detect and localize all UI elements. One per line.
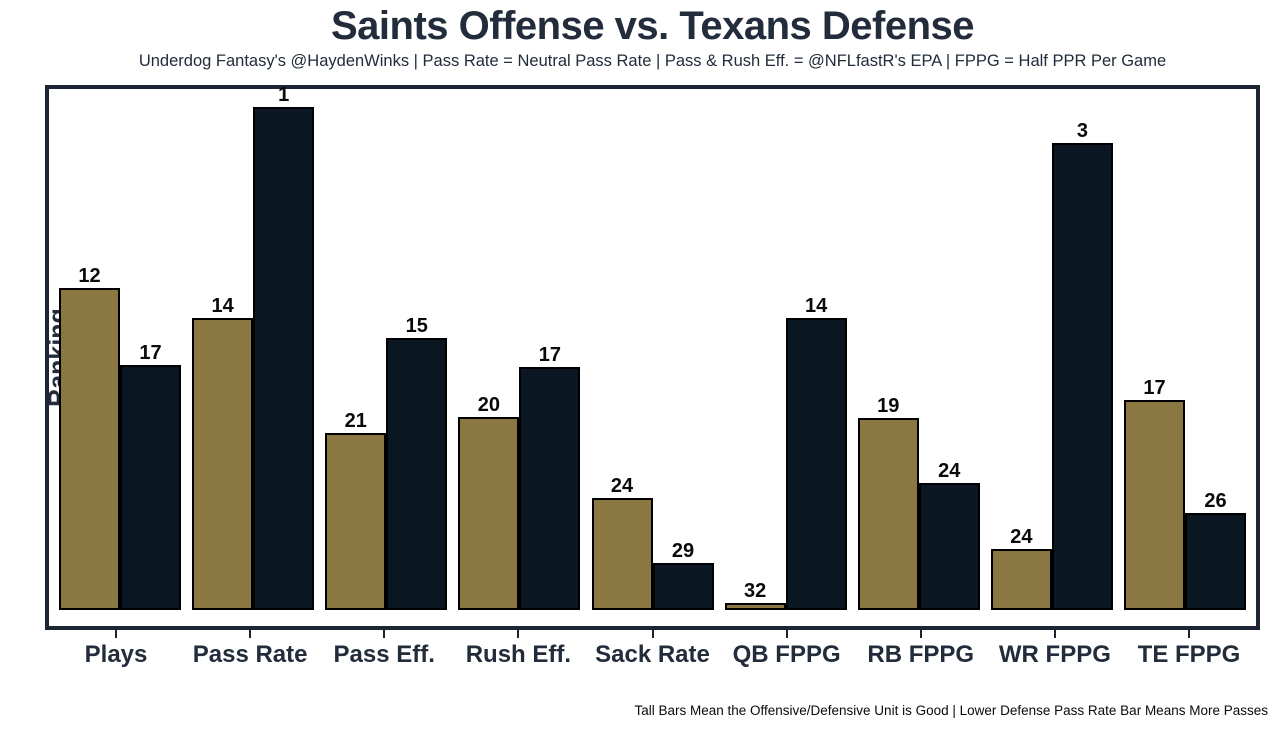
- bar-group: 24 29: [591, 475, 714, 610]
- bar-column: 1: [253, 84, 315, 610]
- bar-value-label: 24: [610, 475, 634, 497]
- x-axis-category-label: Plays: [84, 641, 148, 668]
- x-axis-tick: [785, 630, 788, 638]
- bar-group: 21 15: [325, 315, 448, 610]
- bar-group: 32 14: [724, 295, 847, 610]
- x-axis-category-label: QB FPPG: [732, 641, 841, 668]
- x-axis-tick: [383, 630, 386, 638]
- x-axis-cell: Pass Eff.: [323, 630, 445, 669]
- bar-column: 20: [458, 394, 520, 610]
- bar-group: 12 17: [59, 266, 181, 610]
- bar-column: 17: [519, 344, 581, 610]
- defense-bar: [918, 483, 980, 610]
- bar-column: 14: [192, 295, 254, 610]
- bar-column: 24: [990, 526, 1052, 610]
- x-axis-tick: [1188, 630, 1190, 638]
- bar-column: 15: [386, 315, 448, 610]
- bar-column: 12: [59, 266, 120, 610]
- bar-value-label: 19: [877, 395, 900, 417]
- offense-bar: [325, 433, 387, 610]
- bar-value-label: 24: [938, 460, 961, 482]
- bar-column: 24: [918, 460, 980, 610]
- bar-column: 24: [591, 475, 653, 610]
- offense-bar: [458, 417, 520, 610]
- x-axis-cell: TE FPPG: [1128, 630, 1250, 669]
- bar-group: 20 17: [458, 344, 581, 610]
- x-axis-tick: [919, 630, 922, 638]
- bar-value-label: 20: [477, 394, 500, 416]
- bar-column: 14: [785, 295, 847, 610]
- bar-value-label: 17: [1143, 377, 1166, 399]
- bar-value-label: 24: [1010, 526, 1033, 548]
- bar-group: 24 3: [990, 120, 1113, 610]
- bar-group: 19 24: [857, 395, 980, 610]
- bar-value-label: 14: [211, 295, 234, 317]
- x-axis-category-label: Pass Eff.: [333, 641, 435, 668]
- bar-value-label: 21: [344, 410, 367, 432]
- x-axis-cell: Plays: [55, 630, 177, 669]
- defense-bar: [652, 563, 714, 610]
- bar-value-label: 17: [538, 344, 561, 366]
- x-axis: Plays Pass Rate Pass Eff. Rush Eff. Sack Rat…: [45, 630, 1260, 669]
- bar-value-label: 1: [278, 84, 290, 106]
- bar-column: 19: [857, 395, 919, 610]
- bar-column: 21: [325, 410, 387, 610]
- bar-group: 14 1: [192, 84, 315, 610]
- bar-value-label: 3: [1076, 120, 1088, 142]
- defense-bar: [386, 338, 448, 610]
- offense-bar: [990, 549, 1052, 610]
- x-axis-cell: WR FPPG: [994, 630, 1116, 669]
- x-axis-category-label: RB FPPG: [867, 641, 975, 668]
- bar-value-label: 26: [1204, 490, 1227, 512]
- offense-bar: [59, 288, 120, 610]
- x-axis-category-label: Sack Rate: [595, 641, 710, 668]
- x-axis-category-label: Pass Rate: [192, 641, 308, 668]
- defense-bar: [785, 318, 847, 610]
- x-axis-tick: [115, 630, 117, 638]
- bar-value-label: 14: [805, 295, 828, 317]
- offense-bar: [1124, 400, 1185, 610]
- bar-value-label: 17: [139, 342, 162, 364]
- bar-column: 3: [1051, 120, 1113, 610]
- bar-column: 29: [652, 540, 714, 610]
- x-axis-cell: Sack Rate: [592, 630, 714, 669]
- plot-area: Ranking 12 17 14 1 21 15 20 17 24 29 32 14 19 24 24 3 17…: [44, 85, 1260, 630]
- defense-bar: [120, 365, 181, 610]
- defense-bar: [1051, 143, 1113, 610]
- x-axis-category-label: TE FPPG: [1137, 641, 1241, 668]
- x-axis-tick: [517, 630, 520, 638]
- chart-footnote: Tall Bars Mean the Offensive/Defensive U…: [634, 703, 1268, 718]
- offense-bar: [857, 418, 919, 610]
- bar-group: 17 26: [1124, 378, 1246, 610]
- x-axis-cell: Pass Rate: [189, 630, 311, 669]
- chart-title: Saints Offense vs. Texans Defense: [330, 4, 975, 48]
- bar-value-label: 12: [78, 265, 101, 287]
- chart-subtitle: Underdog Fantasy's @HaydenWinks | Pass R…: [138, 52, 1167, 70]
- x-axis-tick: [249, 630, 252, 638]
- bar-column: 32: [724, 580, 786, 610]
- bar-value-label: 15: [405, 315, 428, 337]
- x-axis-cell: QB FPPG: [726, 630, 848, 669]
- defense-bar: [253, 107, 315, 610]
- bar-column: 26: [1185, 491, 1246, 610]
- bar-groups-container: 12 17 14 1 21 15 20 17 24 29 32 14 19 24 24 3 17 26: [49, 85, 1256, 610]
- offense-bar: [591, 498, 653, 610]
- bar-column: 17: [120, 343, 181, 610]
- defense-bar: [1185, 513, 1246, 610]
- bar-value-label: 32: [744, 580, 767, 602]
- x-axis-tick: [651, 630, 654, 638]
- x-axis-cell: Rush Eff.: [457, 630, 579, 669]
- bar-value-label: 29: [671, 540, 695, 562]
- defense-bar: [519, 367, 581, 610]
- x-axis-category-label: WR FPPG: [998, 641, 1111, 668]
- x-axis-category-label: Rush Eff.: [465, 641, 572, 668]
- offense-bar: [192, 318, 254, 610]
- offense-bar: [724, 603, 786, 610]
- x-axis-tick: [1053, 630, 1056, 638]
- bar-column: 17: [1124, 378, 1185, 610]
- x-axis-cell: RB FPPG: [860, 630, 982, 669]
